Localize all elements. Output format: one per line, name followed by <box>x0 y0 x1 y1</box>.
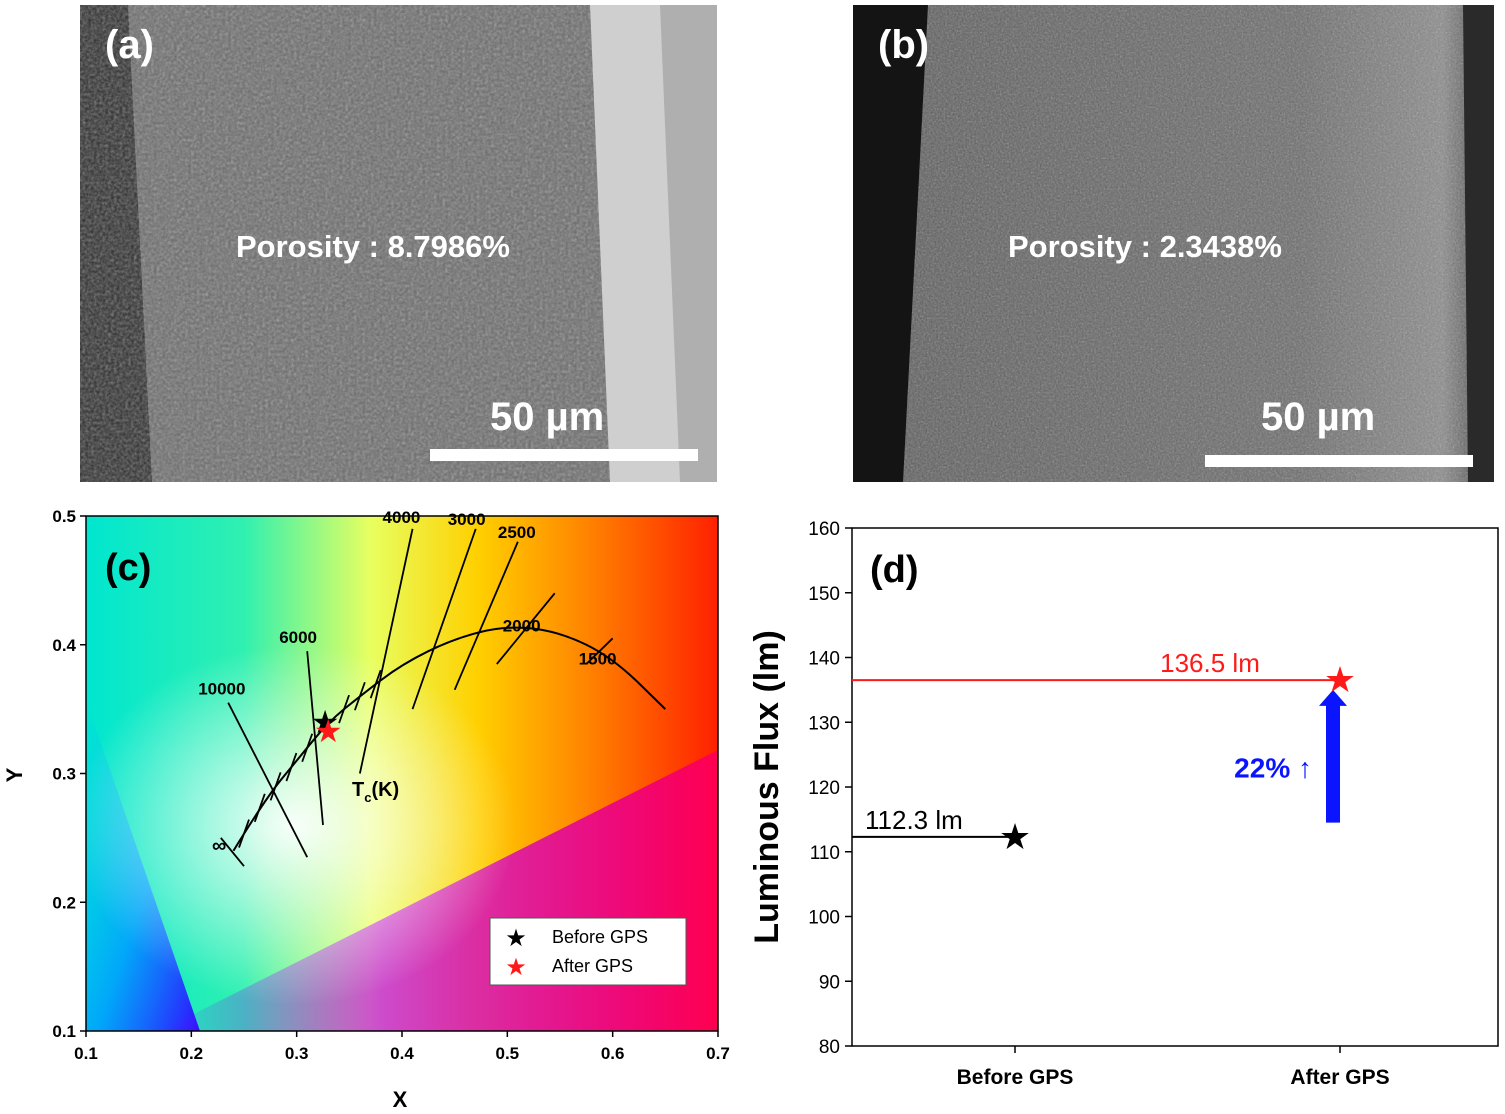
cie-x-axis-label: X <box>393 1087 408 1112</box>
tc-label-sub: c <box>364 790 371 805</box>
locus-tick <box>301 733 314 763</box>
cie-x-tick-label: 0.4 <box>390 1044 414 1063</box>
locus-tick <box>285 752 298 782</box>
flux-x-tick-label: After GPS <box>1290 1066 1389 1089</box>
sem-image-b: (b) Porosity : 2.3438% 50 µm <box>853 5 1494 482</box>
svg-text:Tc(K): Tc(K) <box>352 779 399 805</box>
cie-y-tick-label: 0.4 <box>52 636 76 655</box>
locus-tick <box>354 681 366 711</box>
increase-arrow-head <box>1319 689 1347 706</box>
isotherm-label: 6000 <box>279 628 317 647</box>
flux-y-tick-label: 150 <box>808 584 840 605</box>
infinity-label: ∞ <box>212 835 226 857</box>
sem-image-a: (a) Porosity : 8.7986% 50 µm <box>80 5 717 482</box>
panel-label-a: (a) <box>105 23 154 67</box>
scale-bar-a <box>430 449 698 461</box>
locus-tick <box>269 772 282 801</box>
cie-x-tick-label: 0.6 <box>601 1044 625 1063</box>
flux-y-axis-label: Luminous Flux (lm) <box>748 630 786 944</box>
cie-y-tick-label: 0.1 <box>52 1022 76 1041</box>
isotherm-label: 2000 <box>503 616 541 635</box>
locus-tick <box>369 669 382 699</box>
cie-point-star: ★ <box>314 713 343 749</box>
cie-legend: ★ Before GPS ★ After GPS <box>489 917 687 986</box>
cie-x-tick-label: 0.2 <box>180 1044 204 1063</box>
isotherm-label: 1500 <box>579 649 617 668</box>
locus-tick <box>253 793 266 823</box>
tc-label-unit: (K) <box>371 779 399 801</box>
panel-label-d: (d) <box>870 549 919 591</box>
legend-label-before: Before GPS <box>552 927 648 947</box>
legend-star-after: ★ <box>505 954 527 981</box>
increase-arrow-shaft <box>1326 703 1340 823</box>
sem-image-a-texture <box>80 5 717 482</box>
isotherm-line <box>496 592 556 665</box>
flux-axes: 80 90 100 110 120 130 140 150 160 Before GPS After… <box>808 519 1389 1089</box>
isotherm-line <box>585 637 614 665</box>
cie-x-tick-label: 0.5 <box>496 1044 520 1063</box>
isotherm-line <box>453 541 519 691</box>
scale-bar-b <box>1205 455 1473 467</box>
cie-points: ★★ <box>311 704 343 749</box>
isotherm-label: 4000 <box>383 508 421 527</box>
isotherm-line <box>358 528 414 774</box>
tc-label-t: T <box>352 779 364 801</box>
flux-y-tick-label: 130 <box>808 713 840 734</box>
planckian-locus <box>220 626 667 867</box>
cie-x-tick-label: 0.7 <box>706 1044 730 1063</box>
flux-y-tick-label: 100 <box>808 908 840 929</box>
scale-bar-text-b: 50 µm <box>1261 395 1376 439</box>
cie-y-tick-label: 0.3 <box>52 765 76 784</box>
isotherm-line <box>306 651 324 826</box>
cie-x-tick-label: 0.1 <box>74 1044 98 1063</box>
luminous-flux-chart: 80 90 100 110 120 130 140 150 160 Before GPS After… <box>748 519 1499 1089</box>
locus-end-cap <box>220 837 245 867</box>
flux-y-tick-label: 140 <box>808 649 840 670</box>
tc-label: Tc(K) <box>352 779 399 805</box>
porosity-text-b: Porosity : 2.3438% <box>1008 229 1282 264</box>
cie-y-tick-label: 0.2 <box>52 893 76 912</box>
locus-tick <box>338 694 350 724</box>
cie-chart: 0.1 0.2 0.3 0.4 0.5 0.6 0.7 0.1 0.2 0.3 0.4 0.5 100… <box>2 507 730 1112</box>
cie-y-axis-label: Y <box>2 767 27 782</box>
flux-x-tick-label: Before GPS <box>957 1066 1074 1089</box>
porosity-text-a: Porosity : 8.7986% <box>236 229 510 264</box>
isotherm-label: 2500 <box>498 523 536 542</box>
flux-marks: 112.3 lm 136.5 lm 22% ↑ ★ ★ <box>852 648 1356 857</box>
flux-value-label-after: 136.5 lm <box>1160 648 1260 678</box>
isotherm-line <box>411 528 477 710</box>
flux-point-star: ★ <box>1324 659 1356 700</box>
isotherm-label: 3000 <box>448 510 486 529</box>
increase-label: 22% ↑ <box>1234 752 1312 783</box>
legend-label-after: After GPS <box>552 956 633 976</box>
panel-label-c: (c) <box>105 547 151 589</box>
locus-tick <box>238 819 250 848</box>
flux-point-star: ★ <box>999 816 1031 857</box>
legend-star-before: ★ <box>505 925 527 952</box>
cie-x-tick-label: 0.3 <box>285 1044 309 1063</box>
isotherm-label: 10000 <box>198 680 245 699</box>
panel-label-b: (b) <box>878 23 930 67</box>
isotherm-line <box>227 702 309 858</box>
sem-image-b-texture <box>853 5 1494 482</box>
cie-axes: 0.1 0.2 0.3 0.4 0.5 0.6 0.7 0.1 0.2 0.3 0.4 0.5 <box>52 507 729 1063</box>
isotherm-lines: 10000 6000 4000 3000 2500 2000 1500 <box>198 508 617 858</box>
flux-y-tick-label: 120 <box>808 778 840 799</box>
flux-y-tick-label: 160 <box>808 519 840 540</box>
flux-y-tick-label: 90 <box>819 972 840 993</box>
cie-y-tick-label: 0.5 <box>52 507 76 526</box>
flux-y-tick-label: 80 <box>819 1037 840 1058</box>
scale-bar-text-a: 50 µm <box>490 395 605 439</box>
cie-point-star: ★ <box>311 704 340 740</box>
flux-y-tick-label: 110 <box>810 843 840 864</box>
flux-value-label-before: 112.3 lm <box>865 805 963 835</box>
